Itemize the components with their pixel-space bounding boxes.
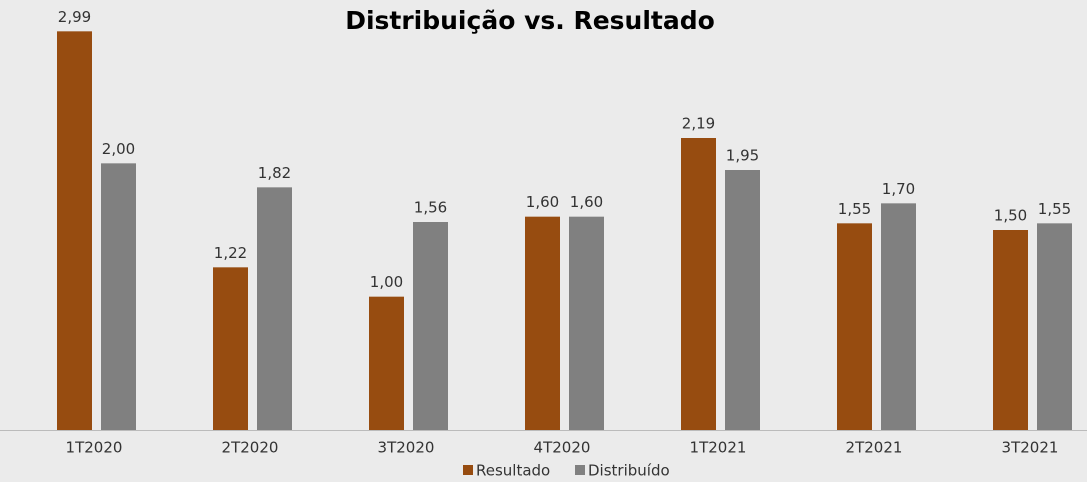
bar <box>57 31 92 430</box>
data-label: 1,60 <box>526 193 559 211</box>
bar <box>413 222 448 430</box>
x-tick-label: 1T2020 <box>66 439 123 457</box>
data-label: 2,99 <box>58 8 91 26</box>
data-label: 1,95 <box>726 147 759 165</box>
bar <box>257 187 292 430</box>
bar <box>881 203 916 430</box>
bar <box>725 170 760 430</box>
x-tick-label: 2T2020 <box>222 439 279 457</box>
legend-label: Distribuído <box>588 462 670 480</box>
bar <box>681 138 716 430</box>
data-label: 1,70 <box>882 180 915 198</box>
x-tick-label: 3T2020 <box>378 439 435 457</box>
data-label: 2,19 <box>682 115 715 133</box>
bar <box>837 223 872 430</box>
chart-title: Distribuição vs. Resultado <box>345 6 715 35</box>
data-label: 1,56 <box>414 199 447 217</box>
data-label: 1,55 <box>838 200 871 218</box>
bar <box>525 216 560 430</box>
data-label: 2,00 <box>102 140 135 158</box>
data-label: 1,50 <box>994 207 1027 225</box>
bar <box>993 230 1028 430</box>
data-label: 1,00 <box>370 273 403 291</box>
x-tick-label: 2T2021 <box>846 439 903 457</box>
bar <box>369 296 404 430</box>
legend-swatch <box>575 465 585 475</box>
legend-label: Resultado <box>476 462 550 480</box>
x-tick-label: 4T2020 <box>534 439 591 457</box>
bar <box>569 216 604 430</box>
legend-swatch <box>463 465 473 475</box>
data-label: 1,55 <box>1038 200 1071 218</box>
data-label: 1,22 <box>214 244 247 262</box>
bar <box>213 267 248 430</box>
data-label: 1,60 <box>570 193 603 211</box>
data-label: 1,82 <box>258 164 291 182</box>
bar <box>101 163 136 431</box>
x-tick-label: 1T2021 <box>690 439 747 457</box>
bar <box>1037 223 1072 430</box>
x-tick-label: 3T2021 <box>1002 439 1059 457</box>
